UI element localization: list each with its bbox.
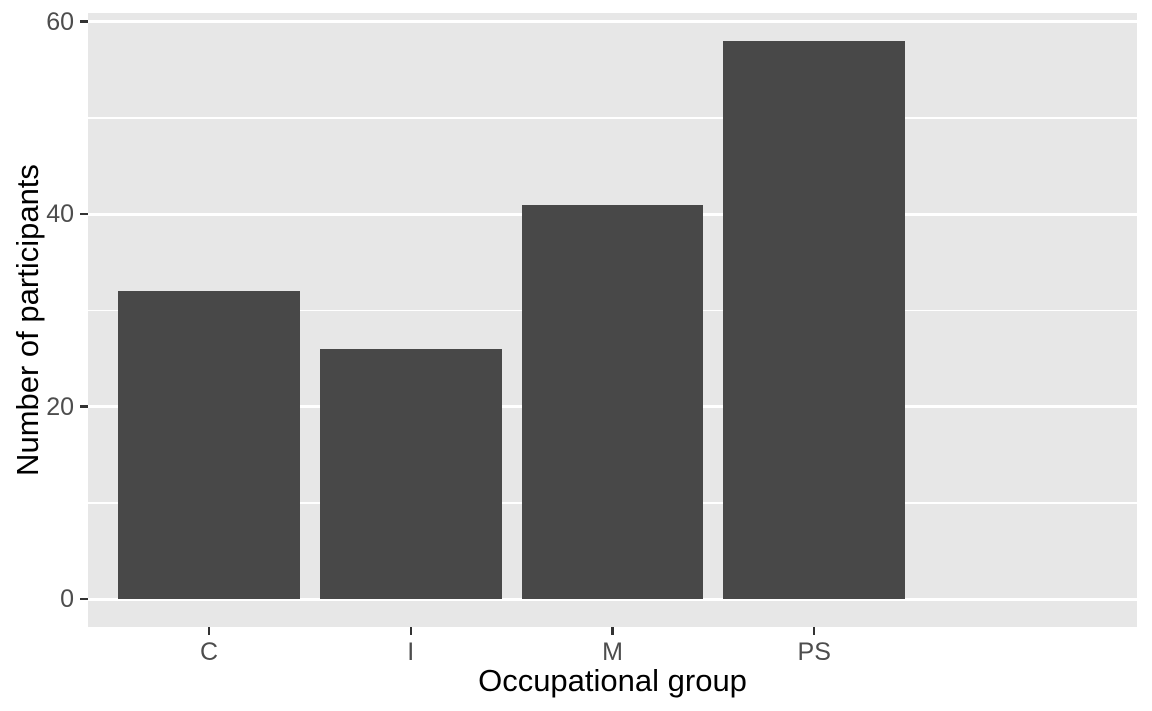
x-tick-mark [409,627,413,635]
bar-I [319,348,502,600]
plot-panel [88,13,1137,627]
y-tick-mark [80,597,88,601]
y-tick-mark [80,20,88,23]
x-tick-label-C: C [200,638,219,666]
y-tick-label: 0 [60,585,74,614]
x-tick-mark [207,627,211,635]
x-tick-mark [611,627,614,635]
bar-C [118,291,300,600]
y-tick-label: 20 [46,392,74,421]
y-tick-mark [80,405,88,408]
y-tick-label: 40 [46,200,74,229]
major-gridline [88,20,1137,24]
x-axis-title: Occupational group [478,663,747,698]
y-tick-mark [80,212,88,216]
y-tick-label: 60 [46,7,74,36]
bar-PS [723,40,905,600]
y-axis-title: Number of participants [10,164,45,476]
x-tick-label-I: I [407,638,415,666]
x-tick-label-M: M [602,638,623,666]
minor-gridline [88,117,1137,119]
bar-M [521,204,704,600]
x-tick-label-PS: PS [797,638,831,666]
x-tick-mark [812,627,816,635]
major-gridline [88,597,1137,601]
